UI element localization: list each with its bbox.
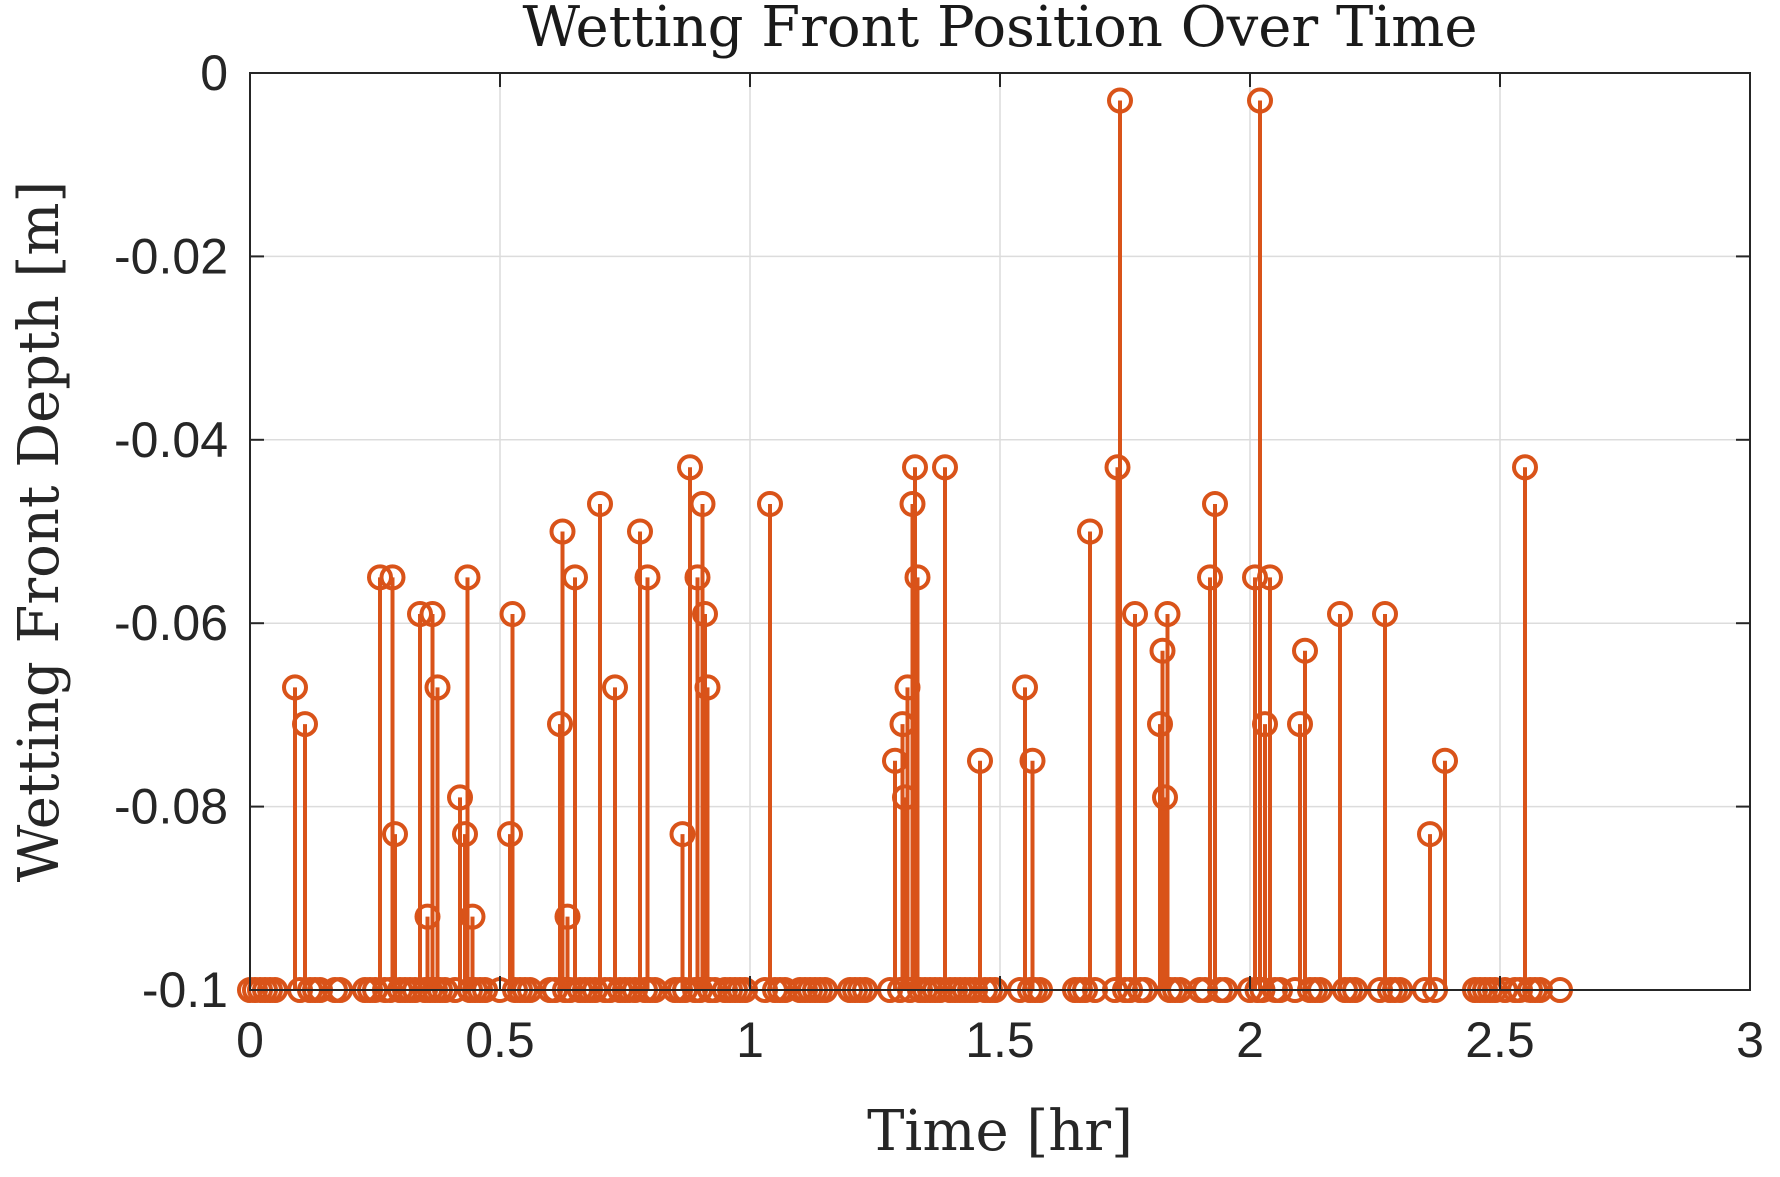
stem-marker — [1257, 564, 1283, 591]
stem-marker — [419, 601, 446, 628]
stem-marker — [499, 601, 526, 628]
stem-marker — [382, 821, 408, 848]
stem-marker — [967, 747, 993, 774]
x-tick-label: 2.5 — [1465, 1012, 1535, 1068]
stem-marker — [1417, 821, 1443, 848]
stem-marker — [1247, 87, 1273, 114]
stem-marker — [1252, 711, 1278, 738]
stem-marker — [282, 674, 308, 701]
y-tick-label: -0.1 — [142, 962, 228, 1018]
stem-marker — [627, 518, 653, 545]
stem-marker — [1077, 518, 1103, 545]
stem-marker — [459, 903, 486, 930]
stem-marker — [547, 711, 573, 738]
stem-marker — [892, 784, 918, 811]
stem-marker — [447, 784, 473, 811]
stem-marker — [1242, 564, 1268, 591]
stem-marker — [424, 674, 451, 701]
stem-marker — [562, 564, 588, 591]
stem-marker — [1012, 674, 1038, 701]
stem-marker — [894, 674, 921, 701]
stem-marker — [1202, 490, 1228, 517]
x-tick-label: 1 — [736, 1012, 764, 1068]
x-tick-label: 0 — [236, 1012, 264, 1068]
stem-marker — [889, 711, 916, 738]
stem-marker — [452, 821, 478, 848]
stem-marker — [1327, 601, 1353, 628]
stem-marker — [602, 674, 628, 701]
stem-marker — [407, 601, 433, 628]
stem-marker — [899, 490, 926, 517]
stem-marker — [554, 903, 581, 930]
stem-marker — [414, 903, 441, 930]
y-tick-label: -0.04 — [114, 412, 228, 468]
stem-marker — [1154, 601, 1181, 628]
stem-marker — [1197, 564, 1223, 591]
stem-marker — [1512, 454, 1538, 481]
x-tick-label: 1.5 — [965, 1012, 1035, 1068]
stem-marker — [587, 490, 613, 517]
y-tick-label: 0 — [200, 45, 228, 101]
stem-marker — [497, 821, 523, 848]
stem-marker — [882, 747, 908, 774]
x-tick-label: 0.5 — [465, 1012, 535, 1068]
y-tick-label: -0.02 — [114, 228, 228, 284]
stem-marker — [1147, 711, 1173, 738]
x-tick-label: 2 — [1236, 1012, 1264, 1068]
stem-marker — [454, 564, 481, 591]
x-axis-label: Time [hr] — [867, 1099, 1133, 1164]
stem-marker — [1152, 784, 1178, 811]
stem-marker — [904, 564, 931, 591]
stem-marker — [1372, 601, 1398, 628]
stem-marker — [1432, 747, 1458, 774]
x-tick-label: 3 — [1736, 1012, 1764, 1068]
stem-marker — [1287, 711, 1313, 738]
chart-title: Wetting Front Position Over Time — [522, 0, 1477, 60]
stem-marker — [379, 564, 406, 591]
stem-marker — [694, 674, 721, 701]
stem-marker — [1292, 637, 1318, 664]
stem-marker — [932, 454, 958, 481]
stem-marker — [684, 564, 711, 591]
stem-marker — [689, 490, 716, 517]
stem-marker — [1104, 454, 1131, 481]
stem-marker — [1122, 601, 1148, 628]
stem-marker — [669, 821, 696, 848]
stem-marker — [549, 518, 576, 545]
stem-marker — [1019, 747, 1046, 774]
stem-marker — [634, 564, 661, 591]
stem-marker — [757, 490, 783, 517]
stem-marker — [902, 454, 928, 481]
stem-marker — [677, 454, 703, 481]
axis-ticks: 0 0.5 1 1.5 2 2.5 3 0 -0.02 -0.04 -0.06 -0.08 -0.1 — [114, 45, 1764, 1068]
stem-marker — [1149, 637, 1176, 664]
stem-marker — [1107, 87, 1133, 114]
y-tick-label: -0.08 — [114, 779, 228, 835]
stem-marker — [292, 711, 318, 738]
stem-marker — [367, 564, 393, 591]
y-axis-label: Wetting Front Depth [m] — [7, 181, 72, 883]
stem-marker — [692, 601, 718, 628]
y-tick-label: -0.06 — [114, 595, 228, 651]
